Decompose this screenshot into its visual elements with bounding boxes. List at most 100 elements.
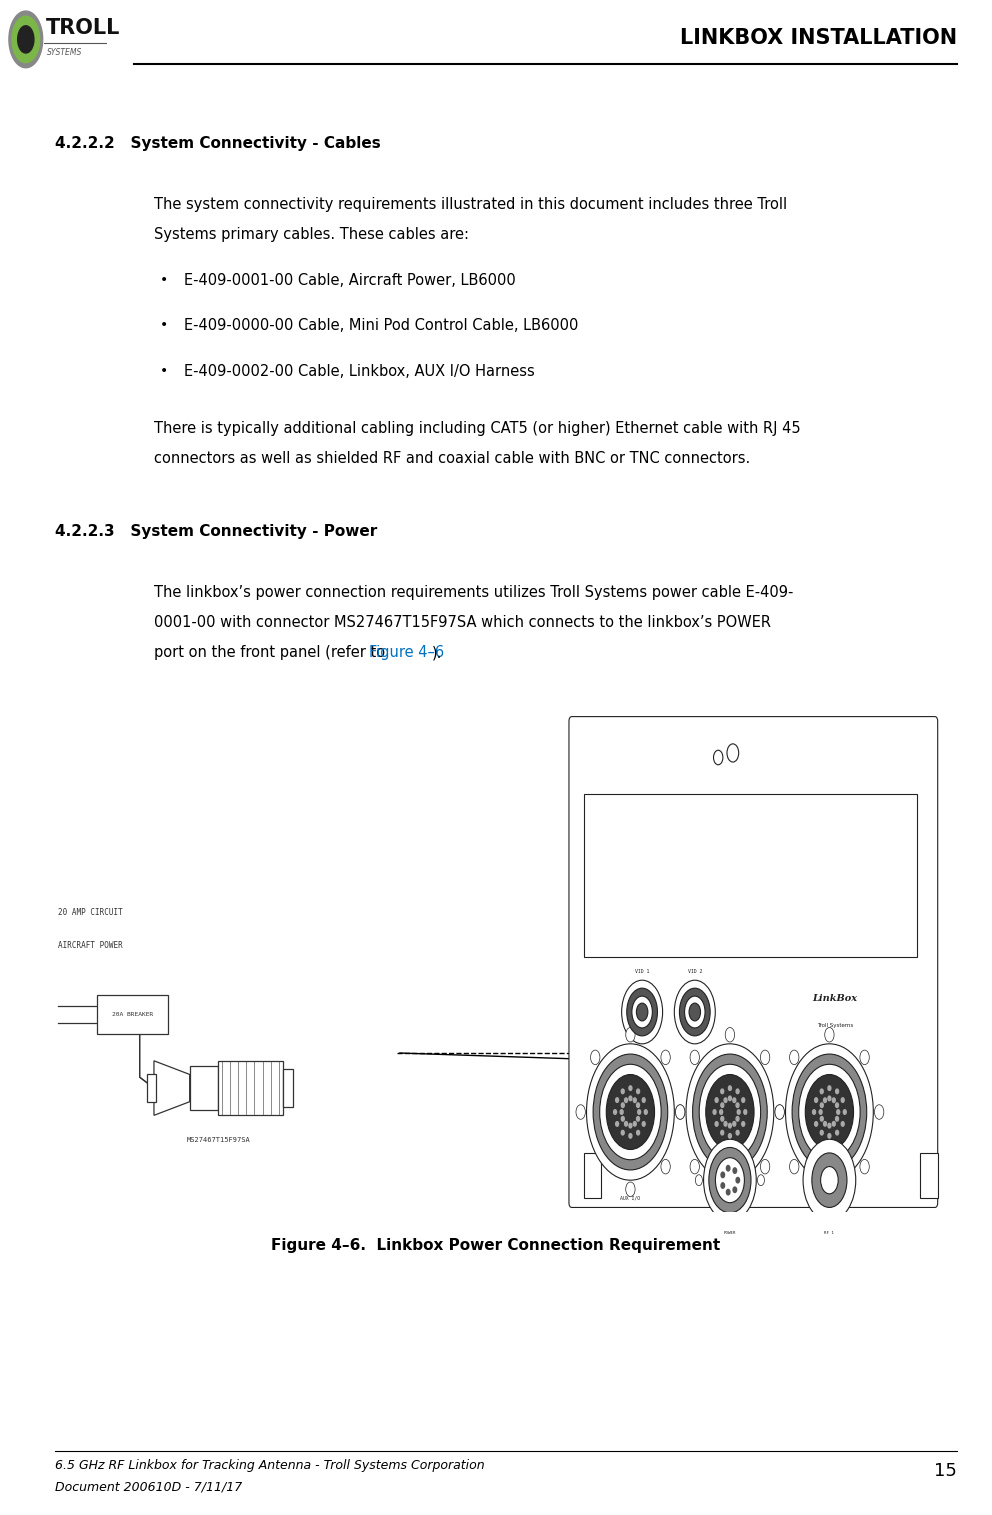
Circle shape bbox=[719, 1109, 722, 1115]
Circle shape bbox=[632, 997, 653, 1027]
Circle shape bbox=[621, 1117, 624, 1121]
Text: POWER: POWER bbox=[723, 1230, 736, 1235]
Circle shape bbox=[820, 1089, 823, 1094]
Circle shape bbox=[629, 1086, 632, 1091]
Text: The system connectivity requirements illustrated in this document includes three: The system connectivity requirements ill… bbox=[154, 197, 787, 212]
Circle shape bbox=[823, 1121, 826, 1126]
Circle shape bbox=[715, 1098, 718, 1103]
Text: •: • bbox=[160, 273, 168, 286]
Circle shape bbox=[761, 1050, 770, 1065]
Circle shape bbox=[819, 1109, 822, 1115]
Bar bbox=[683, 741, 703, 768]
Circle shape bbox=[676, 1104, 684, 1120]
Circle shape bbox=[733, 1168, 737, 1173]
Circle shape bbox=[715, 1121, 718, 1126]
Circle shape bbox=[775, 1104, 785, 1120]
Circle shape bbox=[695, 1174, 702, 1186]
Circle shape bbox=[804, 1139, 856, 1221]
Circle shape bbox=[703, 1139, 756, 1221]
Circle shape bbox=[661, 1050, 671, 1065]
Circle shape bbox=[637, 1103, 640, 1107]
Circle shape bbox=[820, 1103, 823, 1107]
Text: TROLL: TROLL bbox=[46, 18, 120, 38]
Circle shape bbox=[860, 1159, 869, 1174]
Circle shape bbox=[799, 1064, 860, 1160]
Circle shape bbox=[725, 1182, 735, 1197]
Circle shape bbox=[835, 1103, 838, 1107]
Circle shape bbox=[692, 1054, 767, 1170]
Text: AIRCRAFT POWER: AIRCRAFT POWER bbox=[58, 941, 122, 950]
Circle shape bbox=[621, 1130, 624, 1135]
Circle shape bbox=[806, 1074, 853, 1150]
Circle shape bbox=[633, 1098, 636, 1103]
Circle shape bbox=[786, 1044, 873, 1180]
Text: ANTENNA: ANTENNA bbox=[720, 1195, 740, 1201]
Circle shape bbox=[689, 1003, 700, 1021]
Circle shape bbox=[860, 1050, 869, 1065]
Circle shape bbox=[726, 1165, 730, 1171]
Circle shape bbox=[622, 980, 663, 1044]
Circle shape bbox=[625, 1098, 628, 1103]
Circle shape bbox=[843, 1109, 846, 1115]
Circle shape bbox=[711, 1217, 718, 1227]
Bar bbox=[97, 995, 169, 1033]
Circle shape bbox=[736, 1089, 739, 1094]
Circle shape bbox=[686, 1044, 774, 1180]
Circle shape bbox=[724, 1121, 727, 1126]
Circle shape bbox=[790, 1159, 799, 1174]
Circle shape bbox=[828, 1097, 831, 1100]
Text: connectors as well as shielded RF and coaxial cable with BNC or TNC connectors.: connectors as well as shielded RF and co… bbox=[154, 451, 750, 467]
Circle shape bbox=[737, 1109, 740, 1115]
Circle shape bbox=[721, 1173, 724, 1177]
Bar bbox=[660, 739, 669, 767]
Circle shape bbox=[733, 1098, 736, 1103]
Circle shape bbox=[761, 1159, 770, 1174]
Circle shape bbox=[820, 1130, 823, 1135]
Circle shape bbox=[828, 1086, 831, 1091]
Circle shape bbox=[642, 1121, 645, 1126]
Circle shape bbox=[600, 1064, 661, 1160]
Circle shape bbox=[637, 1003, 648, 1021]
Text: Troll Systems: Troll Systems bbox=[817, 1023, 853, 1029]
Text: VID I/O: VID I/O bbox=[819, 1195, 839, 1201]
Circle shape bbox=[724, 1098, 727, 1103]
Circle shape bbox=[590, 1050, 600, 1065]
Circle shape bbox=[725, 1027, 735, 1042]
Bar bbox=[607, 735, 631, 771]
Circle shape bbox=[586, 1044, 675, 1180]
Circle shape bbox=[616, 1121, 619, 1126]
Circle shape bbox=[811, 1153, 847, 1207]
Text: port on the front panel (refer to: port on the front panel (refer to bbox=[154, 645, 390, 661]
Circle shape bbox=[742, 1133, 749, 1144]
Text: •: • bbox=[160, 318, 168, 332]
Circle shape bbox=[875, 1104, 884, 1120]
Circle shape bbox=[637, 1117, 640, 1121]
Circle shape bbox=[627, 988, 658, 1036]
Bar bbox=[583, 794, 918, 957]
Text: •: • bbox=[160, 364, 168, 377]
Circle shape bbox=[606, 1074, 655, 1150]
Circle shape bbox=[690, 1159, 699, 1174]
Bar bbox=[921, 1153, 937, 1198]
Circle shape bbox=[758, 1174, 765, 1186]
FancyBboxPatch shape bbox=[569, 717, 937, 1207]
Text: The linkbox’s power connection requirements utilizes Troll Systems power cable E: The linkbox’s power connection requireme… bbox=[154, 585, 794, 600]
Bar bbox=[678, 730, 709, 776]
Circle shape bbox=[711, 1133, 718, 1144]
Circle shape bbox=[736, 1177, 740, 1183]
Circle shape bbox=[814, 1098, 817, 1103]
Circle shape bbox=[824, 1182, 834, 1197]
Circle shape bbox=[661, 1159, 671, 1174]
Text: 20A BREAKER: 20A BREAKER bbox=[112, 1012, 153, 1017]
Circle shape bbox=[675, 980, 715, 1044]
Circle shape bbox=[625, 1121, 628, 1126]
Circle shape bbox=[690, 1050, 699, 1065]
Circle shape bbox=[836, 1109, 839, 1115]
Circle shape bbox=[820, 1117, 823, 1121]
Bar bbox=[283, 1070, 294, 1107]
Circle shape bbox=[728, 1123, 731, 1127]
Circle shape bbox=[828, 1133, 831, 1138]
Text: MS27467T15F97SA: MS27467T15F97SA bbox=[186, 1138, 250, 1144]
Circle shape bbox=[832, 1121, 835, 1126]
Circle shape bbox=[713, 750, 723, 765]
